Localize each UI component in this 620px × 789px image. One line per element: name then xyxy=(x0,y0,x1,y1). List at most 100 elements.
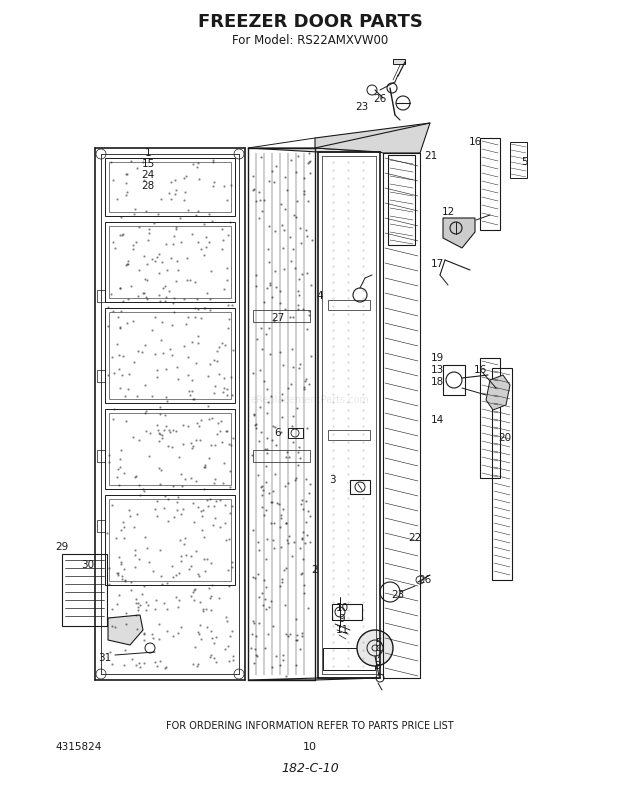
Text: 26: 26 xyxy=(373,94,387,104)
Point xyxy=(199,301,209,314)
Point xyxy=(161,660,171,673)
Point xyxy=(251,195,261,208)
Point xyxy=(166,193,176,205)
Point xyxy=(290,537,299,549)
Text: 8: 8 xyxy=(374,661,381,671)
Point xyxy=(153,423,162,436)
Point xyxy=(209,387,219,400)
Point xyxy=(210,473,220,485)
Point xyxy=(126,280,136,293)
Point xyxy=(173,600,183,613)
Point xyxy=(170,187,180,200)
Point xyxy=(112,567,122,579)
Point xyxy=(170,174,180,186)
Point xyxy=(280,599,290,611)
Point xyxy=(118,227,128,240)
Point xyxy=(256,151,266,163)
Point xyxy=(162,603,172,615)
Point xyxy=(208,154,218,166)
Point xyxy=(122,259,131,271)
Point xyxy=(224,564,234,577)
Point xyxy=(169,230,179,242)
Point xyxy=(152,495,162,507)
Point xyxy=(251,268,261,281)
Point xyxy=(254,544,264,557)
Point xyxy=(251,630,261,642)
Point xyxy=(187,228,197,241)
Point xyxy=(159,596,169,609)
Point xyxy=(169,480,179,492)
Point xyxy=(154,632,164,645)
Point xyxy=(263,396,273,409)
Point xyxy=(199,531,209,544)
Point xyxy=(129,208,139,220)
Point xyxy=(260,603,270,615)
Point xyxy=(156,193,166,205)
Point xyxy=(301,495,311,508)
Point xyxy=(174,567,184,579)
Point xyxy=(262,504,272,517)
Point xyxy=(107,620,117,633)
Text: 23: 23 xyxy=(391,590,405,600)
Point xyxy=(103,320,113,332)
Point xyxy=(193,303,203,316)
Point xyxy=(278,503,288,515)
Point xyxy=(257,501,267,514)
Point xyxy=(174,451,184,463)
Point xyxy=(149,348,159,361)
Point xyxy=(256,426,266,439)
Point xyxy=(304,308,314,321)
Point xyxy=(182,318,192,331)
Point xyxy=(131,162,141,174)
Point xyxy=(275,297,285,309)
Point xyxy=(119,520,129,533)
Point xyxy=(257,322,267,335)
Point xyxy=(262,533,272,545)
Point xyxy=(123,255,133,267)
Point xyxy=(113,462,123,475)
Point xyxy=(114,589,124,601)
Point xyxy=(174,593,184,606)
Point xyxy=(225,215,235,228)
Point xyxy=(172,361,182,373)
Point xyxy=(117,570,126,582)
Point xyxy=(278,576,288,589)
Point xyxy=(133,290,143,302)
Polygon shape xyxy=(443,218,475,248)
Point xyxy=(204,236,214,249)
Point xyxy=(255,364,265,376)
Point xyxy=(177,236,187,249)
Point xyxy=(194,628,204,641)
Point xyxy=(218,477,228,489)
Point xyxy=(215,493,225,506)
Bar xyxy=(109,162,231,212)
Point xyxy=(220,643,230,656)
Point xyxy=(218,436,228,448)
Point xyxy=(301,515,311,528)
Point xyxy=(140,273,149,286)
Point xyxy=(222,388,232,401)
Point xyxy=(117,573,127,585)
Bar xyxy=(97,520,105,532)
Point xyxy=(155,294,165,307)
Polygon shape xyxy=(248,148,380,152)
Point xyxy=(154,248,164,260)
Point xyxy=(223,424,232,437)
Point xyxy=(212,428,222,440)
Text: 29: 29 xyxy=(55,542,69,552)
Point xyxy=(257,480,267,492)
Point xyxy=(200,565,210,578)
Point xyxy=(128,243,138,256)
Text: 13: 13 xyxy=(430,365,444,375)
Point xyxy=(282,184,292,196)
Point xyxy=(196,633,206,645)
Point xyxy=(139,656,149,669)
Point xyxy=(205,451,215,464)
Point xyxy=(227,388,237,401)
Point xyxy=(129,356,139,368)
Text: 31: 31 xyxy=(99,653,112,663)
Point xyxy=(222,274,232,286)
Point xyxy=(266,389,276,402)
Point xyxy=(267,165,277,178)
Text: 1: 1 xyxy=(144,148,151,158)
